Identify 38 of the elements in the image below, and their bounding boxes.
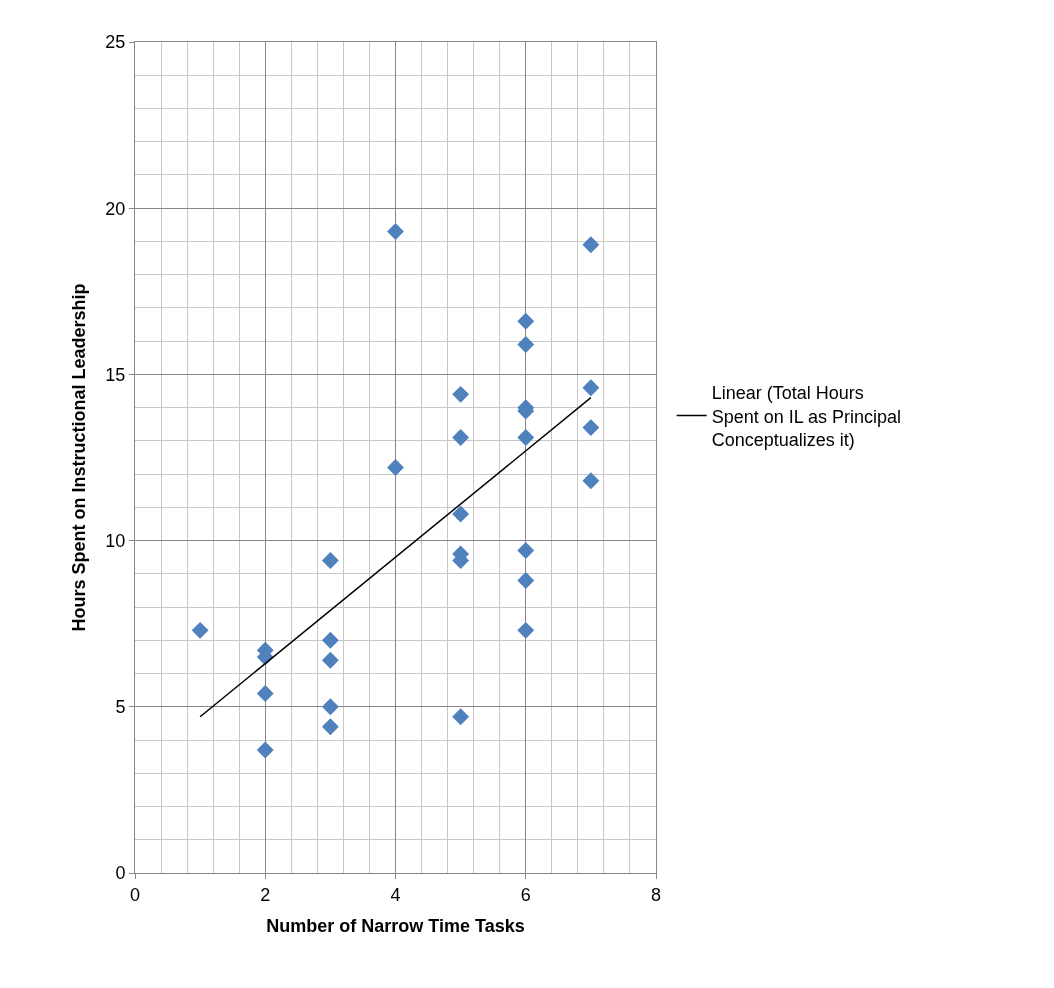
legend-label: Linear (Total Hours Spent on IL as Principal Conceptualizes it) xyxy=(711,383,902,450)
point xyxy=(321,718,339,736)
x-tick-label: 2 xyxy=(260,884,271,905)
x-tick-label: 4 xyxy=(390,884,401,905)
x-tick-label: 0 xyxy=(129,884,141,905)
point xyxy=(191,621,209,639)
y-tick-label: 25 xyxy=(105,32,126,53)
point xyxy=(517,336,535,353)
point xyxy=(582,236,600,254)
point xyxy=(321,698,339,716)
point xyxy=(256,685,274,702)
y-tick-label: 15 xyxy=(105,364,126,385)
point xyxy=(256,741,274,759)
point xyxy=(517,542,535,560)
y-tick-label: 20 xyxy=(105,198,126,219)
point xyxy=(517,429,535,447)
point xyxy=(582,379,600,397)
y-axis-title: Hours Spent on Instructional Leadership xyxy=(68,283,89,632)
point xyxy=(517,621,535,639)
point xyxy=(452,708,470,726)
point xyxy=(517,312,535,330)
point xyxy=(452,429,470,447)
point xyxy=(387,223,404,240)
point xyxy=(452,385,470,403)
y-tick-label: 0 xyxy=(115,863,126,884)
y-tick-label: 5 xyxy=(115,697,126,718)
point xyxy=(321,631,339,649)
point xyxy=(517,572,535,589)
y-tick-label: 10 xyxy=(105,530,126,551)
point xyxy=(321,651,339,669)
point xyxy=(321,552,339,569)
point xyxy=(582,419,600,437)
x-axis-title: Number of Narrow Time Tasks xyxy=(266,915,525,936)
x-tick-label: 8 xyxy=(650,884,662,905)
x-tick-label: 6 xyxy=(520,884,531,905)
point xyxy=(582,472,600,490)
point xyxy=(387,459,404,476)
point xyxy=(452,505,470,523)
